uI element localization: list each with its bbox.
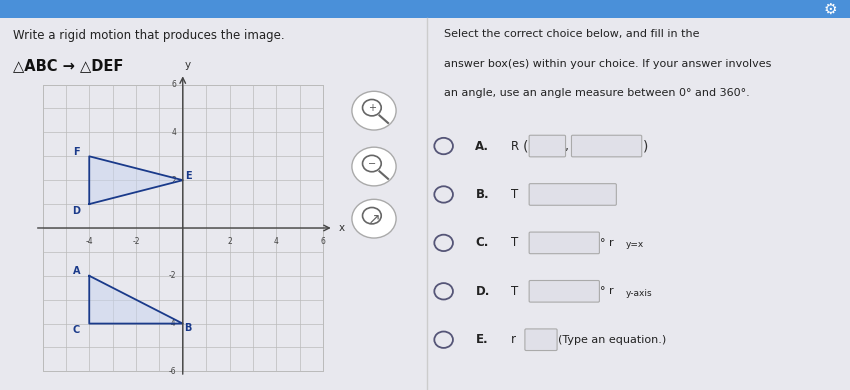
Text: 2: 2 — [172, 176, 177, 185]
Text: A: A — [73, 266, 80, 276]
Text: y: y — [184, 60, 191, 70]
Text: ,: , — [565, 140, 570, 152]
Text: R: R — [512, 140, 519, 152]
Text: an angle, use an angle measure between 0° and 360°.: an angle, use an angle measure between 0… — [444, 88, 750, 98]
Text: ° r: ° r — [600, 286, 614, 296]
Text: Select the correct choice below, and fill in the: Select the correct choice below, and fil… — [444, 29, 700, 39]
Text: ° r: ° r — [600, 238, 614, 248]
FancyBboxPatch shape — [530, 280, 599, 302]
FancyBboxPatch shape — [530, 135, 565, 157]
Text: B.: B. — [475, 188, 489, 201]
Text: ): ) — [643, 139, 648, 153]
Text: T: T — [512, 188, 518, 201]
Text: Write a rigid motion that produces the image.: Write a rigid motion that produces the i… — [13, 29, 285, 42]
Text: (Type an equation.): (Type an equation.) — [558, 335, 666, 345]
Text: y=x: y=x — [626, 240, 644, 249]
Text: -2: -2 — [169, 271, 177, 280]
Text: -6: -6 — [169, 367, 177, 376]
FancyBboxPatch shape — [571, 135, 642, 157]
Text: 6: 6 — [172, 80, 177, 89]
FancyBboxPatch shape — [525, 329, 557, 351]
Text: T: T — [512, 236, 518, 249]
Text: E.: E. — [475, 333, 488, 346]
Text: answer box(es) within your choice. If your answer involves: answer box(es) within your choice. If yo… — [444, 58, 771, 69]
Text: 2: 2 — [227, 237, 232, 246]
Text: +: + — [368, 103, 376, 113]
Text: 6: 6 — [320, 237, 326, 246]
Text: 4: 4 — [274, 237, 279, 246]
FancyBboxPatch shape — [530, 232, 599, 254]
Text: r: r — [512, 333, 516, 346]
Text: 4: 4 — [172, 128, 177, 137]
Text: -2: -2 — [133, 237, 139, 246]
Text: -4: -4 — [169, 319, 177, 328]
Text: −: − — [368, 159, 376, 168]
Text: -4: -4 — [86, 237, 93, 246]
Text: F: F — [73, 147, 80, 157]
Text: ⚙: ⚙ — [824, 1, 837, 16]
Text: C: C — [73, 325, 80, 335]
Circle shape — [352, 91, 396, 130]
Polygon shape — [89, 156, 183, 204]
Text: B: B — [184, 323, 191, 333]
Text: x: x — [339, 223, 345, 233]
Text: C.: C. — [475, 236, 489, 249]
Text: y-axis: y-axis — [626, 289, 652, 298]
Text: A.: A. — [475, 140, 490, 152]
Text: ↗: ↗ — [367, 211, 380, 226]
Circle shape — [352, 199, 396, 238]
Text: T: T — [512, 285, 518, 298]
Text: D: D — [72, 206, 81, 216]
Text: (: ( — [523, 139, 529, 153]
Polygon shape — [89, 276, 183, 324]
FancyBboxPatch shape — [530, 184, 616, 205]
Text: D.: D. — [475, 285, 490, 298]
Text: △ABC → △DEF: △ABC → △DEF — [13, 58, 123, 74]
Text: E: E — [185, 172, 192, 181]
Circle shape — [352, 147, 396, 186]
